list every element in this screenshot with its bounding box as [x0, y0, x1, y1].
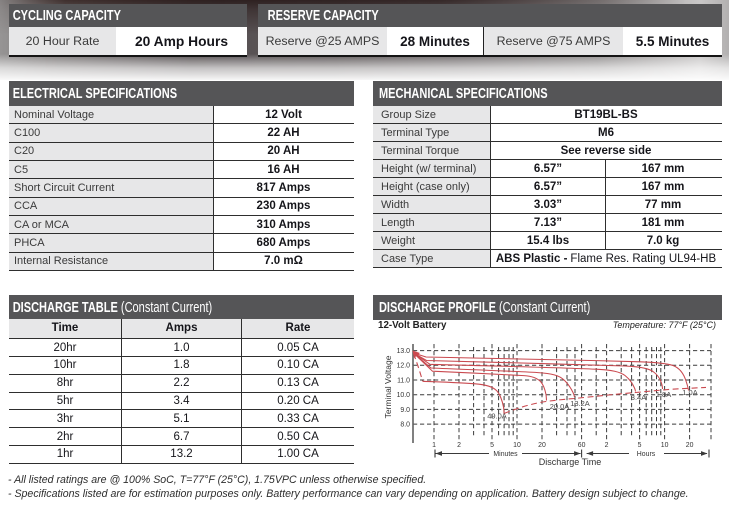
svg-text:Discharge Time: Discharge Time	[539, 457, 602, 467]
svg-text:8.0: 8.0	[400, 422, 410, 429]
svg-text:60: 60	[578, 442, 586, 449]
svg-text:49.0A: 49.0A	[487, 412, 507, 421]
svg-text:3.4A: 3.4A	[631, 393, 646, 402]
svg-text:Minutes: Minutes	[493, 451, 518, 458]
svg-text:11.0: 11.0	[397, 377, 410, 384]
svg-text:12.0: 12.0	[397, 363, 411, 370]
svg-text:10.0: 10.0	[397, 392, 411, 399]
svg-text:20.0A: 20.0A	[550, 402, 570, 411]
svg-text:20: 20	[538, 442, 546, 449]
svg-text:Hours: Hours	[637, 451, 656, 458]
svg-text:2: 2	[605, 442, 609, 449]
svg-text:13.2A: 13.2A	[570, 399, 590, 408]
svg-text:5: 5	[638, 442, 642, 449]
svg-text:9.0: 9.0	[400, 407, 410, 414]
svg-text:10: 10	[661, 442, 669, 449]
svg-text:1.0A: 1.0A	[682, 388, 697, 397]
svg-text:20: 20	[686, 442, 694, 449]
svg-text:1: 1	[432, 442, 436, 449]
svg-text:1.8A: 1.8A	[656, 390, 671, 399]
svg-text:13.0: 13.0	[397, 348, 411, 355]
svg-text:Terminal Voltage: Terminal Voltage	[383, 355, 393, 418]
svg-text:2: 2	[457, 442, 461, 449]
svg-text:10: 10	[513, 442, 521, 449]
svg-text:5: 5	[490, 442, 494, 449]
